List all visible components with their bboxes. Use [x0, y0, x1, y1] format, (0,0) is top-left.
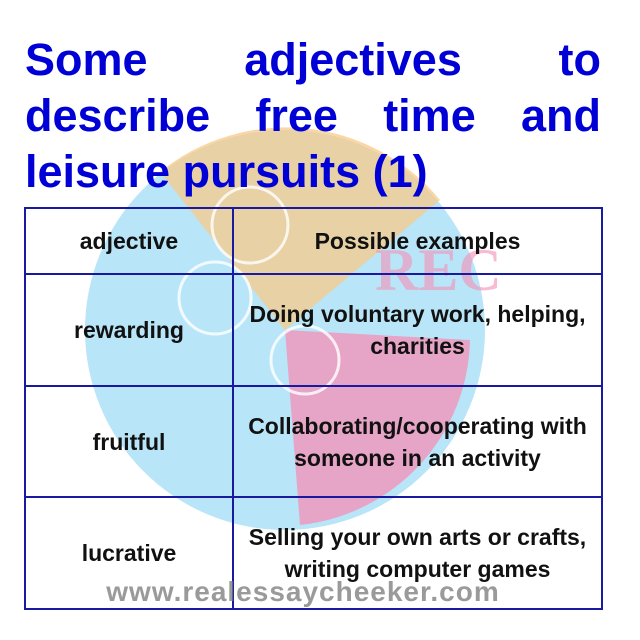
- table-header-row: adjective Possible examples: [24, 206, 603, 276]
- row-adjective: rewarding: [24, 273, 234, 387]
- row-adjective: fruitful: [24, 384, 234, 499]
- header-possible-examples: Possible examples: [232, 206, 603, 276]
- header-adjective: adjective: [24, 206, 234, 276]
- table-row: lucrative Selling your own arts or craft…: [24, 496, 603, 610]
- page-title: Some adjectives to describe free time an…: [25, 34, 601, 197]
- row-example: Doing voluntary work, helping, charities: [232, 273, 603, 387]
- adjectives-table: adjective Possible examples rewarding Do…: [24, 206, 603, 610]
- row-adjective: lucrative: [24, 496, 234, 610]
- row-example: Selling your own arts or crafts, writing…: [232, 496, 603, 610]
- table-row: rewarding Doing voluntary work, helping,…: [24, 273, 603, 387]
- row-example: Collaborating/cooperating with someone i…: [232, 384, 603, 499]
- table-row: fruitful Collaborating/cooperating with …: [24, 384, 603, 499]
